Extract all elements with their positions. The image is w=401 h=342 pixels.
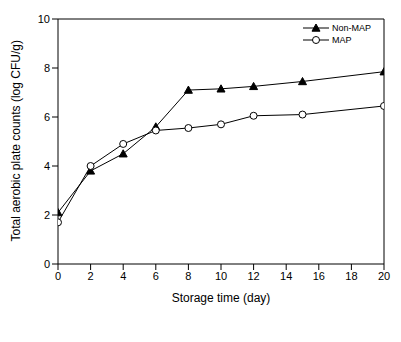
svg-text:Total aerobic plate counts (lo: Total aerobic plate counts (log CFU/g): [9, 40, 23, 241]
svg-text:16: 16: [313, 270, 325, 282]
html-text:MAP: MAP: [332, 35, 352, 45]
svg-text:0: 0: [44, 258, 50, 270]
svg-text:0: 0: [55, 270, 61, 282]
svg-text:6: 6: [153, 270, 159, 282]
svg-text:10: 10: [215, 270, 227, 282]
svg-text:8: 8: [185, 270, 191, 282]
html-text:Non-MAP: Non-MAP: [332, 23, 371, 33]
svg-text:14: 14: [280, 270, 292, 282]
svg-text:20: 20: [378, 270, 390, 282]
svg-text:2: 2: [88, 270, 94, 282]
svg-text:12: 12: [247, 270, 259, 282]
svg-text:2: 2: [44, 209, 50, 221]
svg-text:10: 10: [38, 13, 50, 25]
svg-text:4: 4: [44, 160, 50, 172]
svg-text:18: 18: [345, 270, 357, 282]
svg-text:Storage time (day): Storage time (day): [172, 291, 271, 305]
svg-text:4: 4: [120, 270, 126, 282]
svg-text:6: 6: [44, 111, 50, 123]
svg-text:8: 8: [44, 62, 50, 74]
